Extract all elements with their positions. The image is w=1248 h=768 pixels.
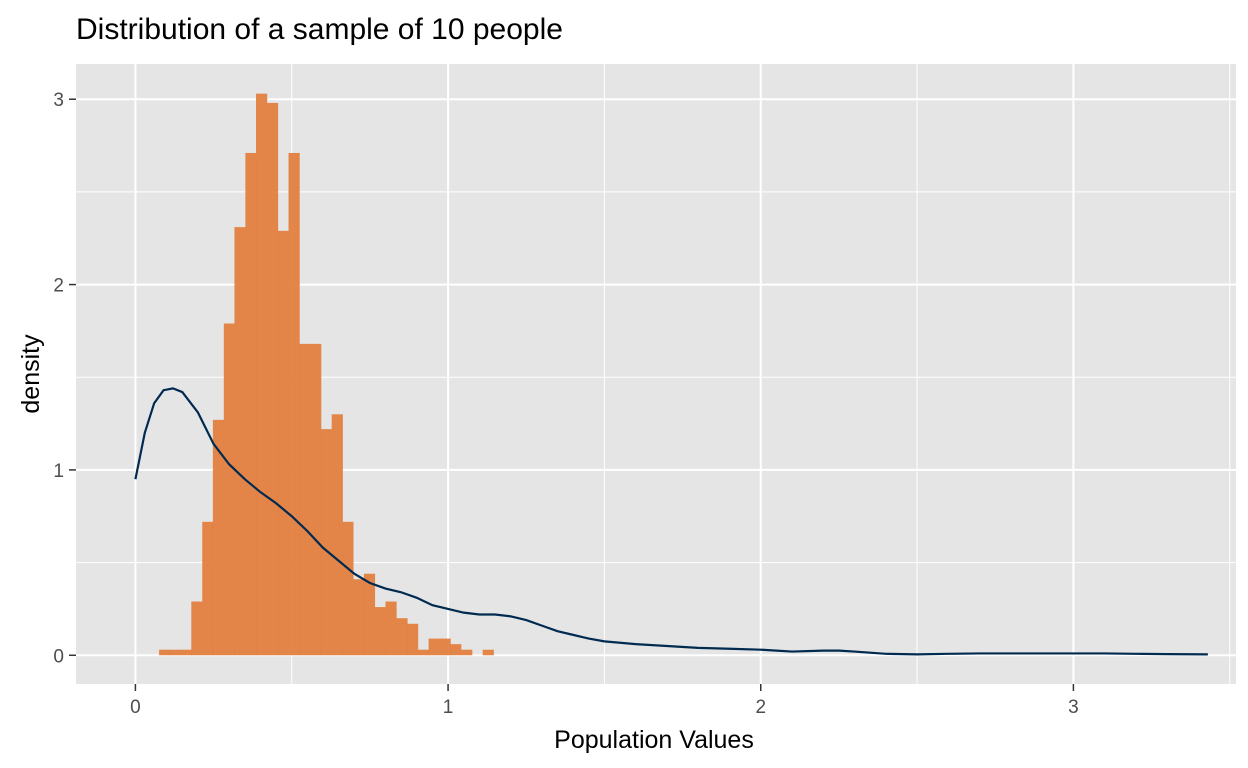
- histogram-bar: [482, 649, 494, 656]
- x-axis-title: Population Values: [554, 726, 754, 754]
- histogram-bar: [266, 102, 279, 656]
- histogram-bar: [277, 230, 289, 656]
- x-tick-label: 3: [1068, 697, 1079, 718]
- y-tick-label: 3: [53, 90, 64, 111]
- histogram-bar: [169, 649, 181, 656]
- histogram-bar: [363, 573, 376, 656]
- y-tick-label: 0: [53, 646, 64, 667]
- histogram-bar: [299, 343, 311, 656]
- histogram-bar: [407, 623, 419, 656]
- histogram-bar: [385, 601, 397, 656]
- x-tick-label: 2: [755, 697, 766, 718]
- histogram-bar: [320, 429, 332, 656]
- y-axis: 0 1 2 3: [53, 90, 76, 667]
- histogram-bars: [159, 93, 494, 656]
- histogram-bar: [428, 638, 440, 656]
- histogram-bar: [202, 521, 214, 656]
- histogram-bar: [234, 227, 246, 656]
- histogram-bar: [212, 419, 225, 656]
- x-tick-label: 1: [443, 697, 454, 718]
- y-axis-title: density: [17, 334, 45, 414]
- histogram-bar: [245, 152, 257, 656]
- histogram-bar: [417, 649, 430, 656]
- x-tick-label: 0: [130, 697, 141, 718]
- histogram-bar: [223, 323, 236, 656]
- histogram-bar: [331, 414, 343, 656]
- grid-major: [76, 64, 1236, 684]
- x-axis: 0 1 2 3: [130, 684, 1079, 718]
- histogram-bar: [353, 579, 365, 656]
- histogram-bar: [310, 343, 322, 656]
- histogram-bar: [256, 93, 268, 656]
- histogram-bar: [461, 649, 473, 656]
- histogram-bar: [191, 601, 203, 656]
- y-tick-label: 1: [53, 461, 64, 482]
- histogram-bar: [159, 649, 171, 656]
- histogram-bar: [180, 649, 192, 656]
- histogram-bar: [396, 618, 408, 656]
- histogram-bar: [342, 521, 354, 656]
- histogram-bar: [450, 644, 462, 656]
- chart-title: Distribution of a sample of 10 people: [76, 13, 563, 46]
- histogram-bar: [288, 152, 300, 656]
- histogram-bar: [374, 607, 387, 656]
- y-tick-label: 2: [53, 276, 64, 297]
- density-curve: [134, 387, 1208, 656]
- histogram-bar: [439, 638, 451, 656]
